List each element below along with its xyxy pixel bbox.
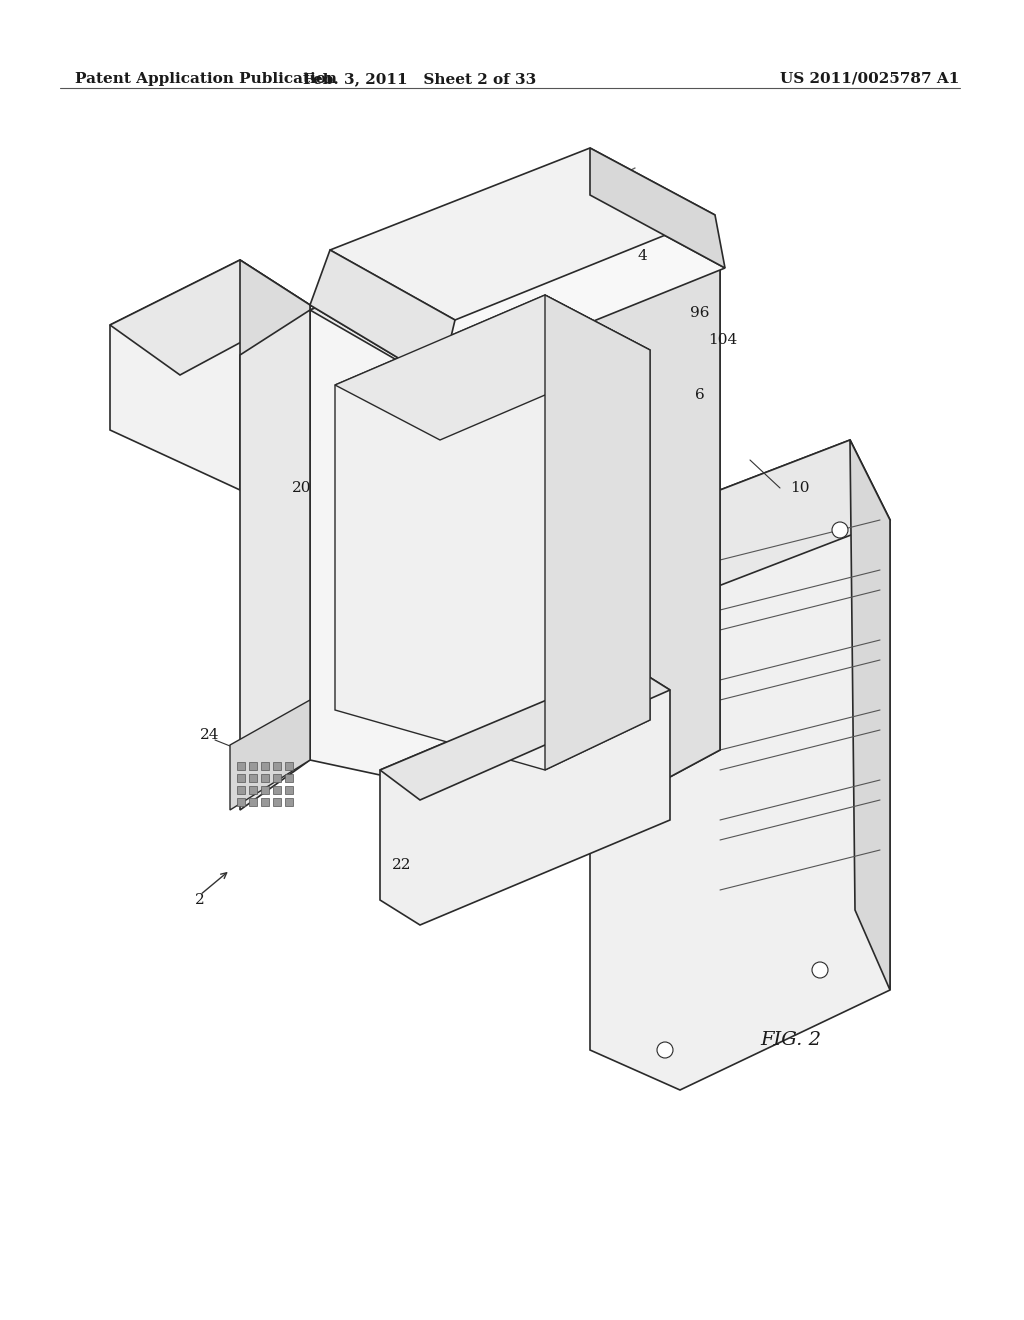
Text: US 2011/0025787 A1: US 2011/0025787 A1 bbox=[780, 73, 959, 86]
Polygon shape bbox=[590, 201, 720, 820]
Polygon shape bbox=[230, 700, 310, 810]
Polygon shape bbox=[335, 294, 650, 770]
Bar bbox=[273, 774, 281, 781]
Polygon shape bbox=[240, 310, 310, 810]
Polygon shape bbox=[545, 294, 650, 770]
Polygon shape bbox=[335, 294, 650, 440]
Bar bbox=[249, 762, 257, 770]
Bar bbox=[285, 762, 293, 770]
Polygon shape bbox=[850, 440, 890, 990]
Polygon shape bbox=[310, 195, 725, 383]
Text: FIG. 2: FIG. 2 bbox=[760, 1031, 821, 1049]
Polygon shape bbox=[590, 148, 725, 268]
Bar bbox=[285, 799, 293, 807]
Bar bbox=[273, 762, 281, 770]
Polygon shape bbox=[310, 201, 720, 385]
Bar bbox=[237, 774, 245, 781]
Circle shape bbox=[831, 521, 848, 539]
Text: 24: 24 bbox=[200, 729, 219, 742]
Polygon shape bbox=[310, 201, 720, 820]
Polygon shape bbox=[590, 440, 890, 620]
Polygon shape bbox=[590, 440, 890, 1090]
Polygon shape bbox=[310, 249, 455, 383]
Bar bbox=[261, 799, 269, 807]
Bar bbox=[285, 774, 293, 781]
Text: 2: 2 bbox=[195, 894, 205, 907]
Bar bbox=[273, 785, 281, 795]
Polygon shape bbox=[240, 260, 310, 490]
Polygon shape bbox=[110, 260, 310, 490]
Circle shape bbox=[812, 962, 828, 978]
Text: 96: 96 bbox=[690, 306, 710, 319]
Bar bbox=[285, 785, 293, 795]
Polygon shape bbox=[110, 260, 310, 375]
Text: 20: 20 bbox=[292, 480, 311, 495]
Text: 10: 10 bbox=[790, 480, 810, 495]
Bar bbox=[261, 762, 269, 770]
Bar bbox=[249, 774, 257, 781]
Text: Feb. 3, 2011   Sheet 2 of 33: Feb. 3, 2011 Sheet 2 of 33 bbox=[303, 73, 537, 86]
Bar bbox=[273, 799, 281, 807]
Text: 4: 4 bbox=[638, 249, 648, 263]
Polygon shape bbox=[380, 665, 670, 800]
Bar bbox=[261, 785, 269, 795]
Text: 22: 22 bbox=[392, 858, 412, 873]
Bar bbox=[249, 785, 257, 795]
Text: 6: 6 bbox=[695, 388, 705, 403]
Bar bbox=[237, 799, 245, 807]
Circle shape bbox=[657, 1041, 673, 1059]
Text: 104: 104 bbox=[708, 333, 737, 347]
Bar bbox=[237, 762, 245, 770]
Circle shape bbox=[632, 612, 648, 628]
Polygon shape bbox=[380, 665, 670, 925]
Bar bbox=[261, 774, 269, 781]
Bar bbox=[237, 785, 245, 795]
Polygon shape bbox=[330, 148, 715, 319]
Bar bbox=[249, 799, 257, 807]
Text: Patent Application Publication: Patent Application Publication bbox=[75, 73, 337, 86]
